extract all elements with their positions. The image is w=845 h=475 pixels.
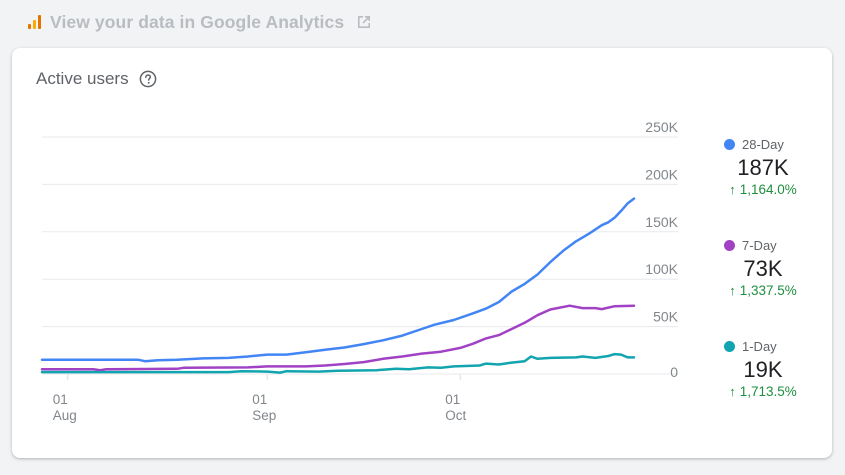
y-tick-label: 200K (645, 166, 678, 182)
x-tick-month: Sep (252, 408, 276, 423)
x-tick-day: 01 (252, 392, 267, 407)
x-tick-month: Aug (53, 408, 77, 423)
card-title: Active users (36, 69, 129, 88)
x-tick-day: 01 (445, 392, 460, 407)
legend-dot-7-day (724, 239, 735, 251)
legend-change: ↑ 1,337.5% (712, 283, 814, 298)
y-tick-label: 150K (645, 214, 678, 230)
legend-value: 187K (737, 155, 789, 180)
x-tick-month: Oct (445, 408, 466, 423)
y-tick-label: 100K (645, 261, 678, 277)
series-line-28-day (40, 197, 636, 363)
legend-item-1-day[interactable]: 1-Day 19K ↑ 1,713.5% (712, 337, 832, 399)
legend-name: 28-Day (742, 136, 784, 152)
legend-change-value: 1,164.0% (739, 182, 797, 197)
legend-item-28-day[interactable]: 28-Day 187K ↑ 1,164.0% (712, 135, 832, 197)
legend-dot-28-day (724, 138, 735, 150)
google-analytics-logo-icon (28, 15, 41, 29)
open-in-new-icon (358, 16, 371, 28)
card-header: Active users (36, 68, 157, 90)
arrow-up-icon: ↑ (729, 182, 736, 197)
legend-change: ↑ 1,164.0% (712, 182, 814, 197)
google-analytics-link-text: View your data in Google Analytics (50, 11, 345, 32)
legend-name: 1-Day (742, 338, 777, 354)
chart-y-axis: 0 50K 100K 150K 200K 250K (645, 119, 678, 380)
x-tick-day: 01 (53, 392, 68, 407)
legend-value: 19K (743, 357, 783, 382)
legend-dot-1-day (724, 340, 735, 352)
legend-item-7-day[interactable]: 7-Day 73K ↑ 1,337.5% (712, 236, 832, 298)
legend-value: 73K (743, 256, 783, 281)
series-line-7-day (40, 304, 636, 372)
arrow-up-icon: ↑ (729, 384, 736, 399)
series-line-1-day (40, 352, 636, 374)
chart-gridlines (42, 136, 678, 375)
y-tick-label: 250K (645, 119, 678, 135)
legend-name: 7-Day (742, 237, 777, 253)
legend-change: ↑ 1,713.5% (712, 384, 814, 399)
active-users-card: Active users 0 50K 100K 150K 200K 250K 01 Aug 0… (12, 48, 832, 458)
legend-change-value: 1,713.5% (739, 384, 797, 399)
chart-series (40, 197, 636, 374)
arrow-up-icon: ↑ (729, 283, 736, 298)
legend-change-value: 1,337.5% (739, 283, 797, 298)
y-tick-label: 0 (670, 364, 678, 380)
help-circle-icon[interactable] (139, 70, 157, 88)
y-tick-label: 50K (653, 309, 679, 325)
google-analytics-link[interactable]: View your data in Google Analytics (28, 10, 372, 34)
